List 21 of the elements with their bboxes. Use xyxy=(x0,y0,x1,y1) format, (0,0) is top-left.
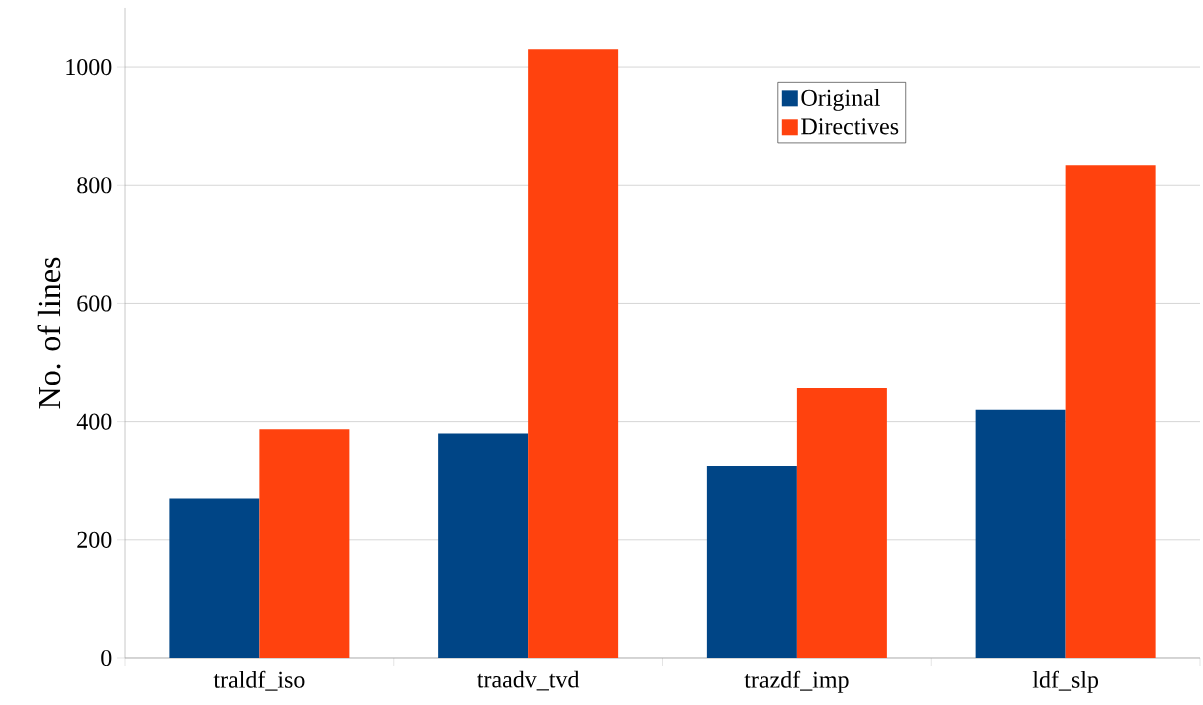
bar xyxy=(438,433,529,658)
legend-label: Directives xyxy=(801,118,899,135)
x-tick-label: trazdf_imp xyxy=(744,670,849,693)
y-tick-label: 600 xyxy=(77,295,112,312)
y-tick-label: 200 xyxy=(77,531,112,548)
bar xyxy=(796,387,887,658)
bar xyxy=(259,429,350,658)
y-tick-label: 400 xyxy=(76,413,112,430)
legend-label: Original xyxy=(801,89,880,111)
x-tick-label: traadv_tvd xyxy=(477,670,580,691)
bar xyxy=(975,409,1066,658)
bar xyxy=(706,465,797,658)
bar xyxy=(528,49,619,658)
x-tick-label: traldf_iso xyxy=(213,670,305,691)
x-tick-label: ldf_slp xyxy=(1032,670,1099,693)
y-tick-label: 0 xyxy=(101,649,112,667)
y-tick-label: 800 xyxy=(77,177,112,194)
bar xyxy=(1065,165,1156,658)
y-axis-title: No. of lines xyxy=(37,257,61,409)
y-tick-label: 1000 xyxy=(66,58,112,76)
bar xyxy=(169,498,260,658)
